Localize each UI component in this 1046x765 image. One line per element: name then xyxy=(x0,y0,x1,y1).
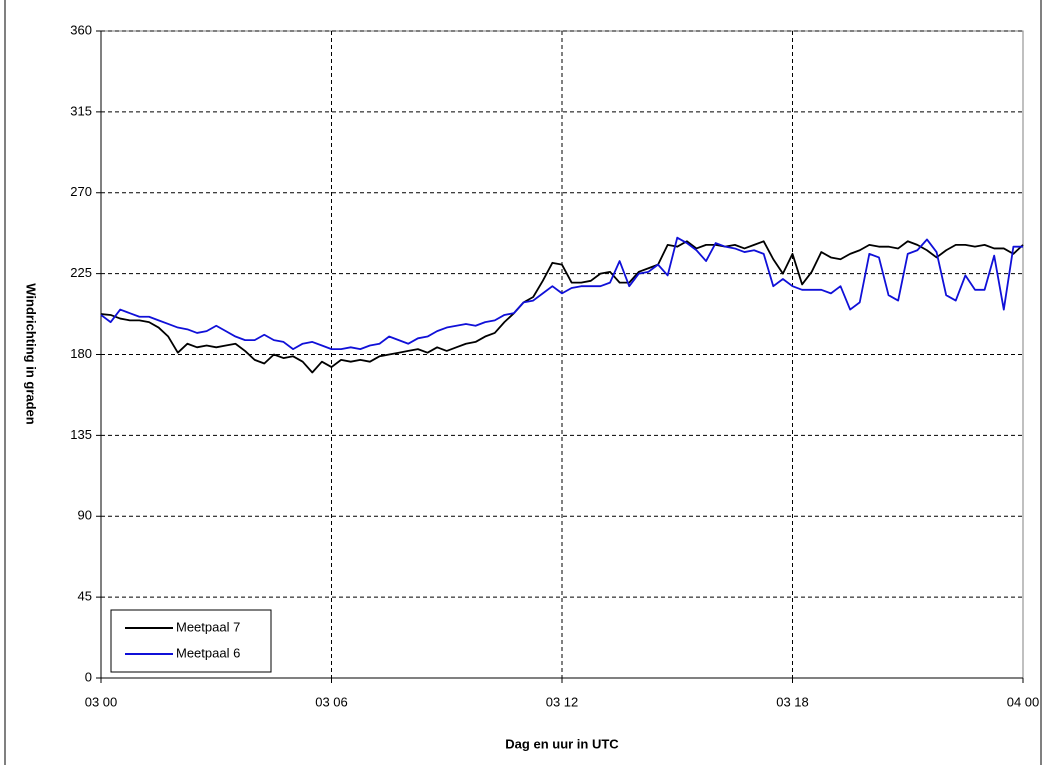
x-axis-title: Dag en uur in UTC xyxy=(505,736,619,751)
legend-label: Meetpaal 7 xyxy=(176,619,240,634)
y-tick-label: 90 xyxy=(78,508,92,523)
legend-label: Meetpaal 6 xyxy=(176,645,240,660)
y-tick-label: 180 xyxy=(70,346,92,361)
y-tick-label: 45 xyxy=(78,589,92,604)
x-tick-label: 03 18 xyxy=(776,694,809,709)
y-tick-label: 0 xyxy=(85,669,92,684)
line-series xyxy=(100,236,1023,351)
x-tick-label: 03 00 xyxy=(85,694,118,709)
y-tick-label: 270 xyxy=(70,184,92,199)
y-tick-label: 315 xyxy=(70,103,92,118)
y-tick-label: 225 xyxy=(70,265,92,280)
y-tick-label: 360 xyxy=(70,22,92,37)
x-tick-label: 03 06 xyxy=(315,694,348,709)
x-tick-label: 03 12 xyxy=(546,694,579,709)
y-axis-title: Windrichting in graden xyxy=(24,283,39,424)
x-tick-label: 04 00 xyxy=(1007,694,1040,709)
y-tick-label: 135 xyxy=(70,427,92,442)
line-series xyxy=(100,240,1024,374)
legend-box xyxy=(110,609,272,673)
